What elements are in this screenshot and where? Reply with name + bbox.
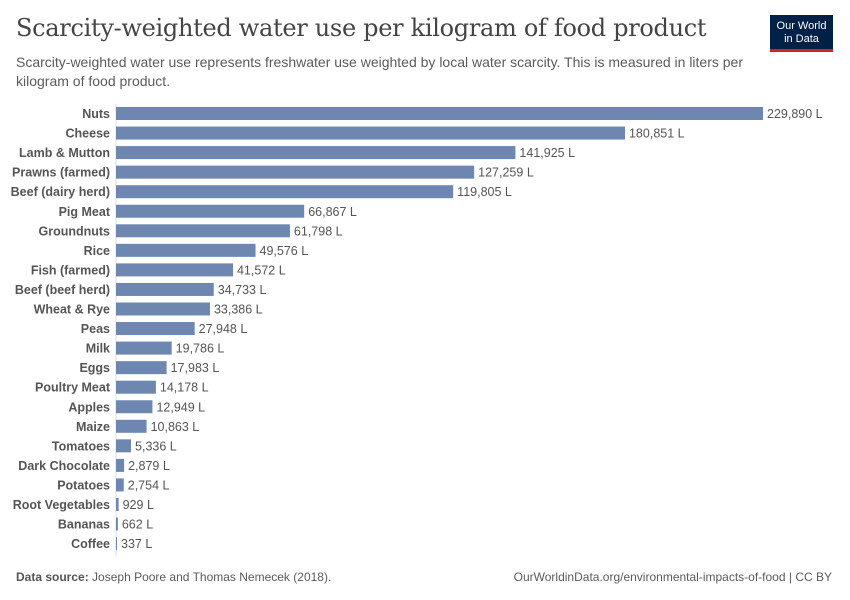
value-label: 141,925 L (519, 146, 575, 160)
bar[interactable] (116, 263, 233, 277)
value-label: 33,386 L (214, 303, 263, 317)
bar[interactable] (116, 419, 147, 433)
value-label: 5,336 L (135, 439, 177, 453)
logo-line-1: Our World (776, 20, 827, 32)
value-label: 127,259 L (478, 166, 534, 180)
bar[interactable] (116, 146, 516, 160)
category-label: Lamb & Mutton (19, 146, 110, 160)
data-source: Data source: Joseph Poore and Thomas Nem… (16, 570, 331, 584)
source-text: Joseph Poore and Thomas Nemecek (2018). (92, 570, 332, 584)
bar[interactable] (116, 498, 119, 511)
value-label: 2,879 L (128, 459, 170, 473)
value-label: 34,733 L (218, 283, 267, 297)
source-label: Data source: (16, 570, 89, 584)
value-label: 14,178 L (160, 381, 209, 395)
bar[interactable] (116, 439, 132, 453)
category-label: Tomatoes (52, 439, 110, 453)
bar[interactable] (116, 107, 763, 120)
bar[interactable] (116, 282, 214, 296)
category-label: Dark Chocolate (18, 459, 110, 473)
chart-subtitle: Scarcity-weighted water use represents f… (16, 54, 744, 89)
value-label: 61,798 L (294, 224, 343, 238)
bar[interactable] (116, 341, 172, 355)
category-label: Rice (84, 244, 110, 258)
bar[interactable] (116, 224, 290, 238)
category-label: Apples (68, 400, 110, 414)
category-label: Root Vegetables (13, 498, 110, 512)
bar[interactable] (116, 380, 156, 394)
bar[interactable] (116, 204, 305, 218)
category-label: Milk (86, 342, 110, 356)
category-label: Potatoes (57, 478, 110, 492)
value-label: 41,572 L (237, 263, 286, 277)
value-label: 66,867 L (308, 205, 357, 219)
bar[interactable] (116, 185, 454, 199)
bar[interactable] (116, 478, 124, 492)
category-label: Poultry Meat (35, 381, 111, 395)
category-label: Peas (81, 322, 110, 336)
value-label: 929 L (123, 498, 154, 512)
value-label: 10,863 L (151, 420, 200, 434)
value-label: 662 L (122, 518, 153, 532)
category-label: Cheese (66, 127, 111, 141)
category-label: Pig Meat (59, 205, 111, 219)
value-label: 17,983 L (171, 361, 220, 375)
bar[interactable] (116, 243, 256, 257)
logo-line-2: in Data (784, 33, 819, 45)
bar[interactable] (116, 165, 475, 179)
value-label: 12,949 L (156, 400, 205, 414)
bar[interactable] (116, 322, 195, 336)
value-label: 19,786 L (176, 342, 225, 356)
category-label: Wheat & Rye (34, 303, 110, 317)
bar[interactable] (116, 361, 167, 375)
value-label: 337 L (121, 537, 152, 551)
source-url[interactable]: OurWorldinData.org/environmental-impacts… (513, 570, 832, 584)
bar[interactable] (116, 537, 117, 551)
owid-logo[interactable]: Our World in Data (770, 15, 833, 52)
category-label: Coffee (71, 537, 110, 551)
category-label: Eggs (79, 361, 110, 375)
chart-title: Scarcity-weighted water use per kilogram… (16, 14, 707, 42)
category-label: Nuts (82, 107, 110, 121)
category-label: Groundnuts (38, 224, 110, 238)
category-label: Bananas (58, 518, 110, 532)
value-label: 229,890 L (767, 107, 823, 121)
category-label: Maize (76, 420, 110, 434)
bar[interactable] (116, 517, 118, 531)
category-label: Prawns (farmed) (12, 166, 110, 180)
category-label: Fish (farmed) (31, 263, 110, 277)
category-label: Beef (dairy herd) (11, 185, 110, 199)
bar[interactable] (116, 458, 125, 472)
value-label: 49,576 L (260, 244, 309, 258)
bar[interactable] (116, 302, 210, 316)
value-label: 2,754 L (128, 478, 170, 492)
value-label: 119,805 L (457, 185, 512, 199)
bar[interactable] (116, 400, 153, 414)
value-label: 27,948 L (199, 322, 248, 336)
value-label: 180,851 L (629, 127, 685, 141)
category-label: Beef (beef herd) (15, 283, 110, 297)
bar[interactable] (116, 126, 625, 140)
